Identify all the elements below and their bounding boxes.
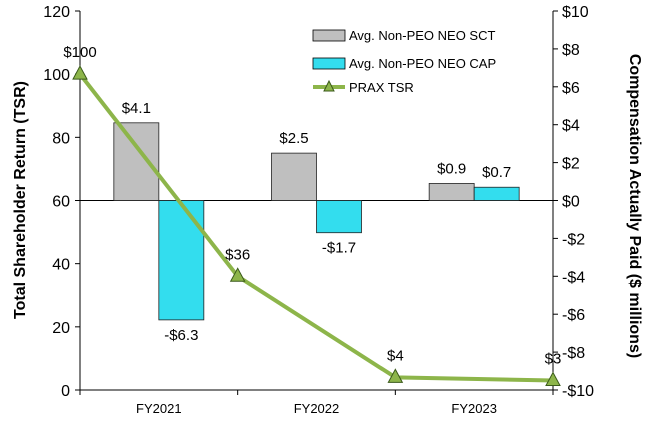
right-tick-label: $0 — [562, 194, 580, 211]
cap-data-label: -$1.7 — [322, 240, 356, 257]
tsr-marker — [387, 368, 404, 383]
sct-data-label: $0.9 — [437, 160, 466, 177]
left-tick-label: 40 — [52, 257, 70, 274]
legend-swatch-sct — [312, 29, 346, 42]
x-tick-label: FY2022 — [294, 401, 340, 416]
x-tick-label: FY2023 — [451, 401, 497, 416]
sct-bar — [428, 183, 475, 201]
left-tick-label: 80 — [52, 130, 70, 147]
sct-data-label: $4.1 — [122, 100, 151, 117]
sct-bar — [271, 152, 317, 201]
right-axis-title: Compensation Actually Paid ($ millions) — [626, 54, 643, 358]
right-tick-label: $6 — [562, 80, 580, 97]
right-tick-label: $8 — [562, 42, 580, 59]
left-tick-label: 20 — [52, 320, 70, 337]
tsr-data-label: $3 — [545, 351, 562, 368]
right-tick-label: -$2 — [562, 231, 585, 248]
right-tick-label: $10 — [562, 4, 589, 21]
cap-bar — [158, 200, 205, 321]
tsr-data-label: $36 — [225, 246, 250, 263]
legend-label-sct: Avg. Non-PEO NEO SCT — [349, 28, 495, 43]
cap-bar — [473, 186, 520, 201]
right-tick-label: -$6 — [562, 307, 585, 324]
cap-data-label: -$6.3 — [164, 327, 198, 344]
legend-marker-tsr — [323, 79, 335, 92]
tick-labels: 020406080100120-$10-$8-$6-$4-$2$0$2$4$6$… — [43, 4, 594, 416]
sct-data-label: $2.5 — [279, 130, 308, 147]
legend-label-tsr: PRAX TSR — [349, 80, 414, 95]
tsr-marker — [229, 267, 246, 282]
left-tick-label: 0 — [61, 383, 70, 400]
data-labels: $4.1 $2.5 $0.9 -$6.3 -$1.7 $0.7 $100 $36 $4 $3 — [63, 44, 561, 367]
legend-label-cap: Avg. Non-PEO NEO CAP — [349, 56, 496, 71]
tsr-data-label: $100 — [63, 44, 96, 61]
right-tick-label: $4 — [562, 118, 580, 135]
bars — [113, 122, 520, 321]
tsr-line-group — [72, 65, 561, 387]
tsr-marker — [72, 65, 88, 80]
left-tick-label: 100 — [43, 67, 70, 84]
right-tick-label: $2 — [562, 156, 580, 173]
tsr-line — [78, 72, 554, 383]
cap-bar — [316, 200, 362, 234]
left-tick-label: 60 — [52, 194, 70, 211]
cap-data-label: $0.7 — [482, 164, 511, 181]
left-tick-label: 120 — [43, 4, 70, 21]
tsr-data-label: $4 — [387, 347, 404, 364]
right-tick-label: -$8 — [562, 345, 585, 362]
left-axis-title: Total Shareholder Return (TSR) — [12, 81, 29, 319]
right-tick-label: -$10 — [562, 383, 594, 400]
legend: Avg. Non-PEO NEO SCT Avg. Non-PEO NEO CA… — [312, 28, 496, 95]
tsr-marker — [545, 371, 561, 387]
x-tick-label: FY2021 — [136, 401, 182, 416]
sct-bar — [113, 122, 160, 201]
legend-swatch-cap — [312, 57, 346, 70]
right-tick-label: -$4 — [562, 269, 585, 286]
